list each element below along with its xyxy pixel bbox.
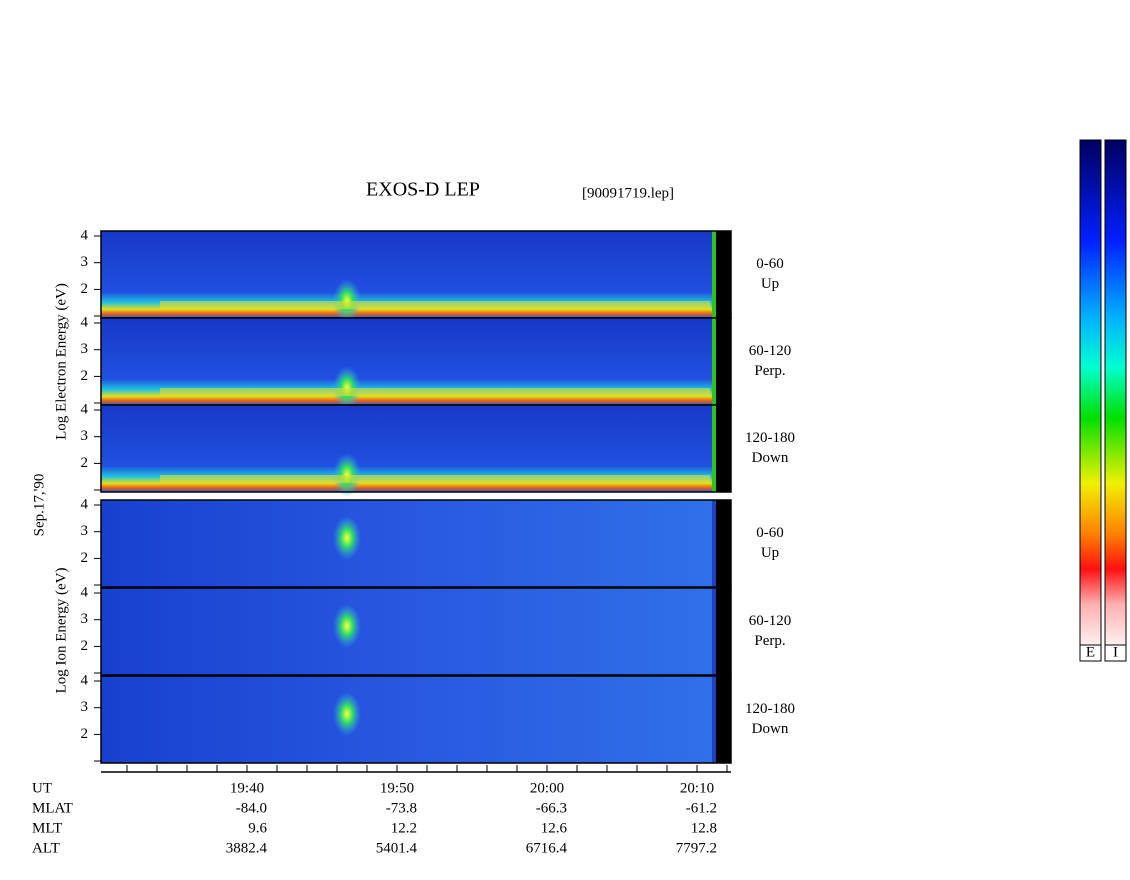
color-bar (1104, 139, 1127, 646)
panel-direction: Perp. (754, 633, 785, 649)
date-label: Sep.17,'90 (31, 474, 47, 537)
row-value: 3882.4 (226, 840, 268, 856)
row-value: 12.2 (391, 820, 417, 836)
intensity-spot (333, 516, 361, 560)
row-value: -61.2 (686, 800, 717, 816)
spectrogram-panel (101, 676, 716, 763)
panel-angle: 0-60 (756, 256, 784, 272)
edge-strip (712, 500, 716, 587)
y-tick-label: 2 (81, 726, 89, 742)
intensity-spot (333, 604, 361, 648)
y-tick-label: 3 (81, 341, 89, 357)
edge-strip (712, 318, 716, 405)
y-tick-label: 2 (81, 281, 89, 297)
y-tick-label: 3 (81, 523, 89, 539)
low-energy-band (160, 475, 710, 483)
edge-strip (712, 231, 716, 318)
y-tick-label: 3 (81, 254, 89, 270)
panel-angle: 0-60 (756, 525, 784, 541)
spectrogram-panel (101, 500, 716, 587)
panel-frame (100, 675, 732, 764)
panel-angle: 60-120 (749, 343, 792, 359)
panel-angle: 120-180 (745, 430, 795, 446)
spectrogram-panel (101, 588, 716, 675)
y-tick-label: 2 (81, 455, 89, 471)
y-tick-label: 4 (81, 584, 89, 600)
row-value: 19:50 (380, 780, 414, 796)
axis-label: Log Electron Energy (eV) (53, 283, 69, 440)
intensity-spot (333, 692, 361, 736)
y-tick-label: 4 (81, 401, 89, 417)
row-value: -66.3 (536, 800, 567, 816)
row-value: 12.6 (541, 820, 568, 836)
row-value: 19:40 (230, 780, 264, 796)
row-value: 6716.4 (526, 840, 568, 856)
y-tick-label: 4 (81, 496, 89, 512)
data-gap-strip (716, 676, 731, 763)
title: EXOS-D LEP (366, 179, 480, 201)
data-gap-strip (716, 231, 731, 318)
panel-angle: 60-120 (749, 613, 792, 629)
low-energy-band (160, 388, 710, 396)
data-gap-strip (716, 588, 731, 675)
color-bar-label: I (1113, 644, 1118, 660)
edge-strip (712, 588, 716, 675)
y-tick-label: 3 (81, 611, 89, 627)
panel-direction: Down (752, 450, 789, 466)
row-value: -73.8 (386, 800, 417, 816)
low-energy-band (160, 301, 710, 309)
y-tick-label: 3 (81, 428, 89, 444)
panel-direction: Perp. (754, 363, 785, 379)
y-tick-label: 4 (81, 227, 89, 243)
plot-layer: EXOS-D LEP [90091719.lep] 4 3 2 0-60 Up 4 3 2 60-1… (31, 139, 1127, 856)
color-bar-label-box (1104, 644, 1127, 662)
edge-strip (712, 405, 716, 492)
row-value: 9.6 (248, 820, 267, 836)
row-value: 20:00 (530, 780, 564, 796)
row-value: 12.8 (691, 820, 717, 836)
axis-label: Log Ion Energy (eV) (53, 568, 69, 694)
row-label: ALT (32, 840, 60, 856)
row-value: -84.0 (236, 800, 267, 816)
row-value: 5401.4 (376, 840, 418, 856)
panel-direction: Down (752, 721, 789, 737)
panel-direction: Up (761, 276, 779, 292)
y-tick-label: 2 (81, 550, 89, 566)
row-value: 7797.2 (676, 840, 717, 856)
color-bar-label-box (1079, 644, 1102, 662)
row-value: 20:10 (680, 780, 714, 796)
y-tick-label: 2 (81, 368, 89, 384)
data-gap-strip (716, 405, 731, 492)
color-bar (1079, 139, 1102, 646)
panel-frame (100, 587, 732, 676)
color-bar-label: E (1086, 644, 1095, 660)
panel-frame (100, 499, 732, 588)
y-tick-label: 4 (81, 314, 89, 330)
panel-direction: Up (761, 545, 779, 561)
y-tick-label: 4 (81, 672, 89, 688)
row-label: MLAT (32, 800, 73, 816)
row-label: MLT (32, 820, 62, 836)
data-gap-strip (716, 318, 731, 405)
file-name: [90091719.lep] (582, 185, 674, 201)
y-tick-label: 2 (81, 638, 89, 654)
panel-frame (100, 404, 732, 493)
edge-strip (712, 676, 716, 763)
y-tick-label: 3 (81, 699, 89, 715)
panel-angle: 120-180 (745, 701, 795, 717)
row-label: UT (32, 780, 52, 796)
data-gap-strip (716, 500, 731, 587)
